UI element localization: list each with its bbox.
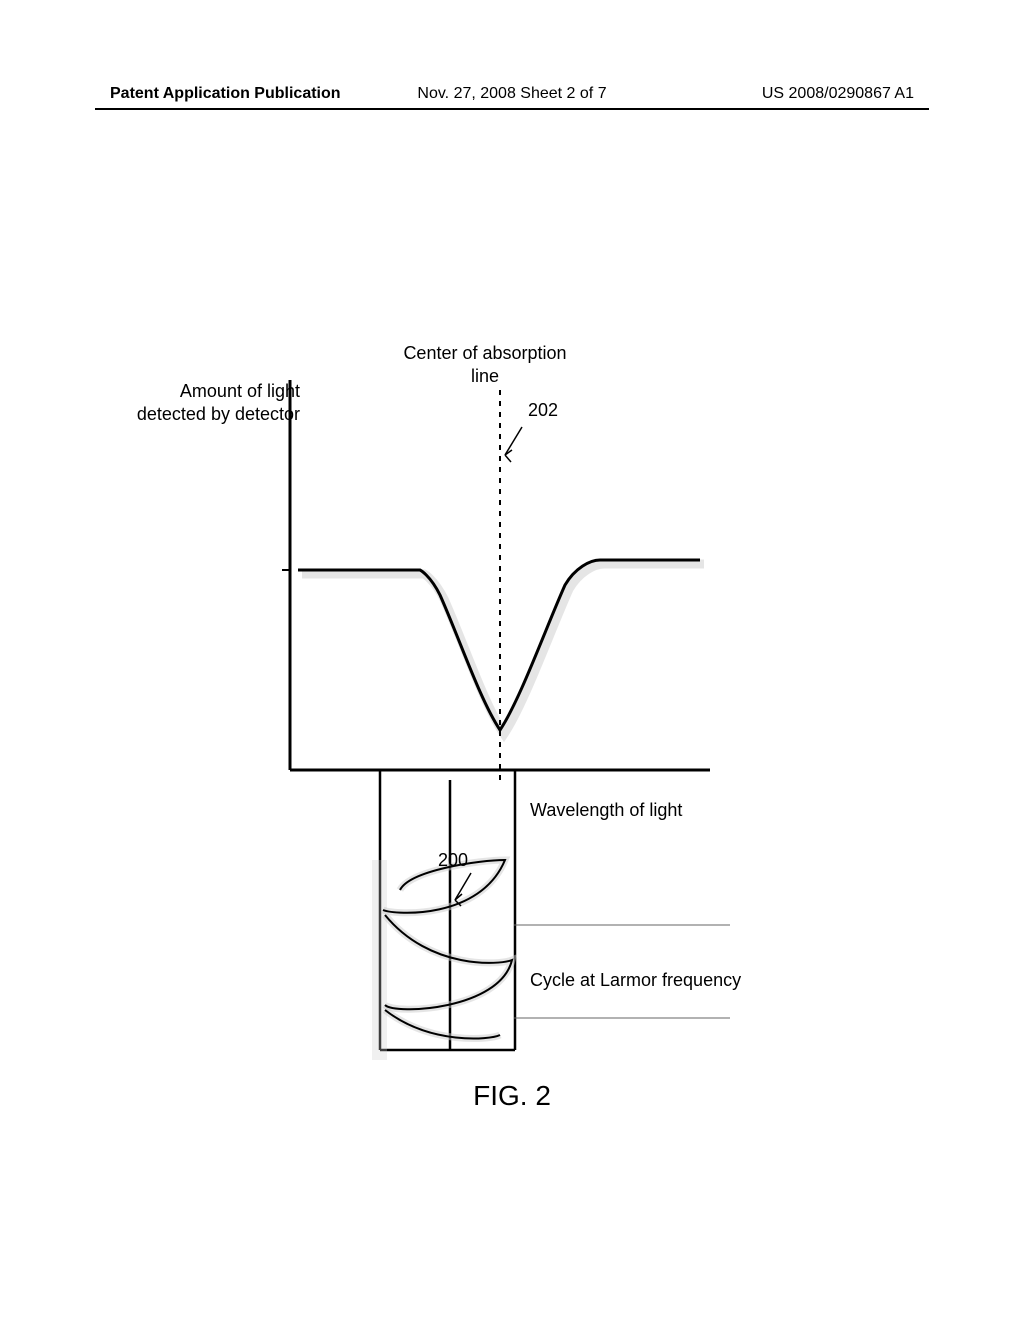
figure-caption: FIG. 2 (473, 1080, 551, 1112)
x-axis-label: Wavelength of light (530, 800, 682, 821)
header-right: US 2008/0290867 A1 (762, 85, 914, 103)
y-axis-label: Amount of light detected by detector (130, 380, 300, 427)
center-line-label: Center of absorption line (400, 342, 570, 389)
header-left: Patent Application Publication (110, 85, 341, 103)
header-center: Nov. 27, 2008 Sheet 2 of 7 (417, 85, 606, 103)
figure-container: Amount of light detected by detector Cen… (0, 170, 1024, 1070)
figure-svg (0, 170, 1024, 1070)
cycle-label: Cycle at Larmor frequency (530, 970, 741, 991)
header-divider (95, 108, 929, 110)
ref-200-label: 200 (438, 850, 468, 871)
ref-202-label: 202 (528, 400, 558, 421)
